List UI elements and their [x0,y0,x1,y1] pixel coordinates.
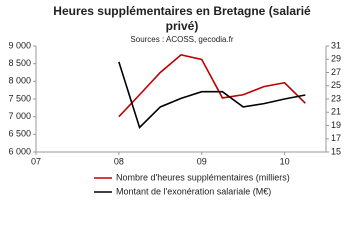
y2-tick-label: 25 [331,80,341,90]
chart-title: Heures supplémentaires en Bretagne (sala… [53,4,311,18]
x-tick-label: 08 [114,156,124,166]
x-tick-label: 07 [31,156,41,166]
chart: Heures supplémentaires en Bretagne (sala… [8,4,341,196]
y2-tick-label: 19 [331,120,341,130]
y2-tick-label: 17 [331,133,341,143]
y2-tick-label: 15 [331,146,341,156]
chart-title: privé) [166,19,199,33]
y2-tick-label: 23 [331,93,341,103]
y-tick-label: 8 000 [8,76,31,86]
y-tick-label: 6 500 [8,129,31,139]
y2-tick-label: 21 [331,107,341,117]
y-tick-label: 9 000 [8,40,31,50]
y-tick-label: 7 500 [8,93,31,103]
y2-tick-label: 31 [331,40,341,50]
series-line [118,53,306,118]
y-tick-label: 8 500 [8,58,31,68]
y-tick-label: 7 000 [8,111,31,121]
y2-tick-label: 27 [331,67,341,77]
x-tick-label: 10 [280,156,290,166]
legend-label: Nombre d'heures supplémentaires (millier… [116,172,290,182]
series-line [118,61,306,129]
x-tick-label: 09 [197,156,207,166]
y2-tick-label: 29 [331,54,341,64]
chart-subtitle: Sources : ACOSS, gecodia.fr [130,35,233,44]
legend-label: Montant de l'exonération salariale (M€) [116,186,271,196]
y-tick-label: 6 000 [8,146,31,156]
